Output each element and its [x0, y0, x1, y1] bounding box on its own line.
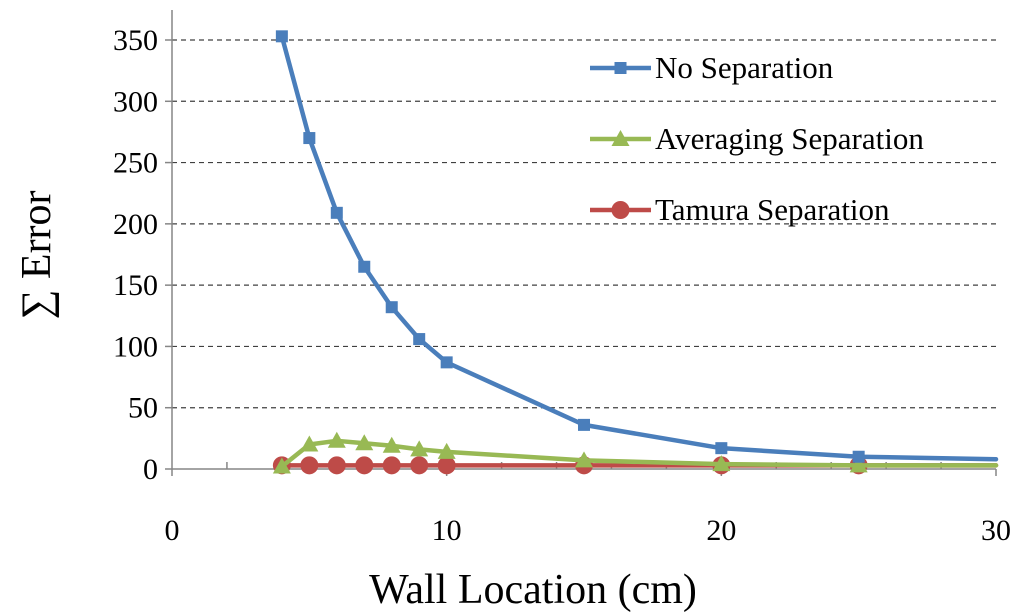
data-point-no-separation — [578, 418, 590, 431]
data-point-tamura-separation — [382, 456, 401, 475]
y-tick-label: 250 — [113, 147, 158, 180]
x-tick-label: 20 — [706, 514, 736, 547]
series-line-no-separation — [279, 34, 999, 462]
y-tick-label: 350 — [113, 24, 158, 57]
y-tick-label: 100 — [113, 330, 158, 363]
x-axis-title: Wall Location (cm) — [369, 567, 697, 613]
x-tick-label: 10 — [432, 514, 462, 547]
x-tick-labels: 0 10 20 30 — [165, 514, 1012, 547]
data-point-averaging-separation — [712, 455, 731, 472]
data-point-tamura-separation — [327, 456, 346, 475]
data-point-averaging-separation — [300, 435, 319, 452]
data-point-tamura-separation — [300, 456, 319, 475]
data-point-averaging-separation — [410, 440, 429, 457]
data-point-averaging-separation — [575, 451, 593, 468]
data-point-no-separation — [275, 30, 288, 43]
data-point-averaging-separation — [849, 456, 868, 473]
x-tick-label: 0 — [165, 514, 180, 547]
data-point-averaging-separation — [327, 431, 346, 448]
legend-marker-no-separation — [614, 62, 627, 74]
legend-label-averaging-separation: Averaging Separation — [655, 121, 924, 156]
data-point-averaging-separation — [382, 436, 401, 453]
data-point-no-separation — [303, 132, 316, 145]
data-point-averaging-separation — [437, 442, 456, 459]
legend-label-no-separation: No Separation — [655, 50, 834, 85]
data-point-tamura-separation — [410, 456, 429, 475]
data-point-tamura-separation — [437, 456, 456, 475]
data-point-no-separation — [852, 450, 865, 463]
y-tick-label: 300 — [113, 85, 158, 118]
data-point-tamura-separation — [355, 456, 374, 475]
data-series — [272, 30, 999, 475]
data-point-no-separation — [715, 442, 728, 455]
data-point-no-separation — [385, 301, 398, 314]
data-point-no-separation — [413, 333, 426, 346]
y-tick-label: 150 — [113, 269, 158, 302]
data-point-no-separation — [440, 356, 453, 369]
y-tick-label: 50 — [128, 392, 158, 425]
data-point-no-separation — [358, 260, 371, 273]
grid-lines — [172, 39, 996, 409]
data-point-averaging-separation — [355, 434, 374, 451]
legend: No Separation Averaging Separation Tamura … — [590, 50, 924, 227]
y-axis-title: ∑ Error — [14, 190, 60, 319]
data-point-averaging-separation — [272, 457, 291, 474]
x-tick-label: 30 — [981, 514, 1011, 547]
y-tick-label: 200 — [113, 208, 158, 241]
legend-marker-averaging-separation — [611, 130, 630, 146]
y-tick-label: 0 — [143, 453, 158, 486]
legend-label-tamura-separation: Tamura Separation — [655, 192, 890, 227]
data-point-no-separation — [330, 206, 343, 219]
legend-marker-tamura-separation — [611, 201, 630, 219]
axes — [165, 10, 997, 476]
y-tick-labels: 0 50 100 150 200 250 300 350 — [113, 24, 158, 486]
